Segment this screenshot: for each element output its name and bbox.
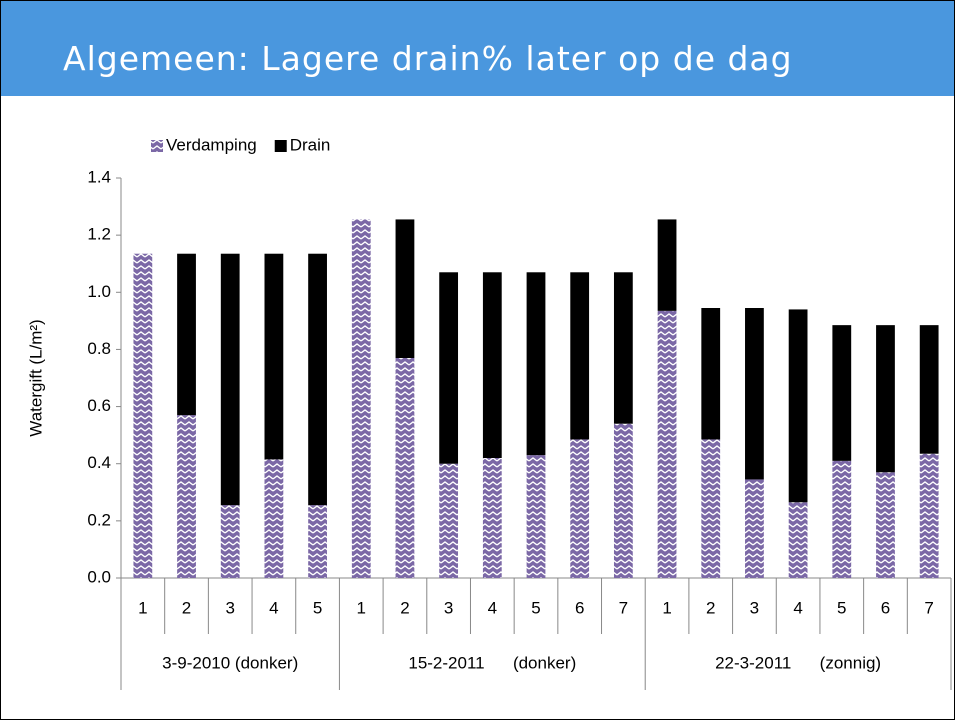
bar-segment: [308, 505, 327, 578]
bar-segment: [919, 453, 939, 578]
bar-segment: [395, 358, 415, 578]
bar-segment: [177, 253, 196, 416]
bar-segment: [657, 310, 677, 578]
y-tick-label: 1.0: [87, 282, 111, 301]
bar-segment: [788, 309, 808, 503]
x-tick-label: 7: [924, 598, 933, 617]
bar-segment: [308, 253, 327, 506]
bar-segment: [745, 308, 764, 480]
bar-segment: [220, 253, 240, 506]
legend-swatch: [151, 140, 163, 152]
bar-segment: [876, 472, 895, 578]
bar-segment: [745, 479, 764, 578]
y-tick-label: 1.2: [87, 225, 111, 244]
bar-segment: [351, 219, 371, 578]
bar-segment: [395, 219, 415, 358]
x-tick-label: 6: [881, 598, 890, 617]
group-label: 22-3-2011 (zonnig): [715, 653, 881, 672]
group-label: 3-9-2010 (donker): [162, 653, 298, 672]
y-axis-label: Watergift (L/m²): [26, 319, 45, 436]
bar-segment: [832, 460, 852, 578]
x-tick-label: 1: [138, 598, 147, 617]
legend-label: Drain: [290, 135, 331, 154]
x-tick-label: 3: [444, 598, 453, 617]
bar-segment: [701, 439, 721, 578]
y-tick-label: 1.4: [87, 167, 111, 186]
slide-title: Algemeen: Lagere drain% later op de dag: [63, 39, 793, 78]
bar-segment: [264, 459, 284, 578]
bar-segment: [133, 253, 153, 578]
bar-segment: [526, 272, 546, 456]
bar-segment: [919, 325, 939, 454]
bar-segment: [264, 253, 284, 460]
y-tick-label: 0.4: [87, 453, 111, 472]
x-tick-label: 5: [837, 598, 846, 617]
y-tick-label: 0.2: [87, 510, 111, 529]
group-label: 15-2-2011 (donker): [408, 653, 576, 672]
x-tick-label: 7: [619, 598, 628, 617]
bar-segment: [613, 423, 633, 578]
legend-swatch: [274, 140, 287, 152]
y-tick-label: 0.8: [87, 339, 111, 358]
bar-segment: [482, 272, 502, 458]
bar-segment: [701, 308, 721, 440]
bar-segment: [788, 502, 808, 578]
x-tick-label: 4: [793, 598, 802, 617]
bar-segment: [832, 325, 852, 461]
x-tick-label: 4: [269, 598, 278, 617]
bar-segment: [876, 325, 895, 473]
x-tick-label: 3: [225, 598, 234, 617]
x-tick-label: 2: [182, 598, 191, 617]
x-tick-label: 5: [531, 598, 540, 617]
bar-segment: [570, 272, 590, 440]
y-tick-label: 0.0: [87, 567, 111, 586]
bar-segment: [439, 272, 459, 464]
bar-segment: [482, 458, 502, 578]
legend-label: Verdamping: [166, 135, 257, 154]
x-tick-label: 2: [706, 598, 715, 617]
x-tick-label: 5: [313, 598, 322, 617]
x-tick-label: 1: [662, 598, 671, 617]
bar-segment: [220, 505, 240, 578]
bar-segment: [177, 415, 196, 578]
bar-segment: [657, 219, 677, 311]
bar-segment: [526, 455, 546, 578]
header: Algemeen: Lagere drain% later op de dag: [1, 1, 954, 96]
bar-segment: [570, 439, 590, 578]
x-tick-label: 1: [357, 598, 366, 617]
x-tick-label: 4: [488, 598, 497, 617]
y-tick-label: 0.6: [87, 396, 111, 415]
x-tick-label: 6: [575, 598, 584, 617]
bar-segment: [439, 463, 459, 578]
x-tick-label: 2: [400, 598, 409, 617]
x-tick-label: 3: [750, 598, 759, 617]
bar-segment: [613, 272, 633, 424]
